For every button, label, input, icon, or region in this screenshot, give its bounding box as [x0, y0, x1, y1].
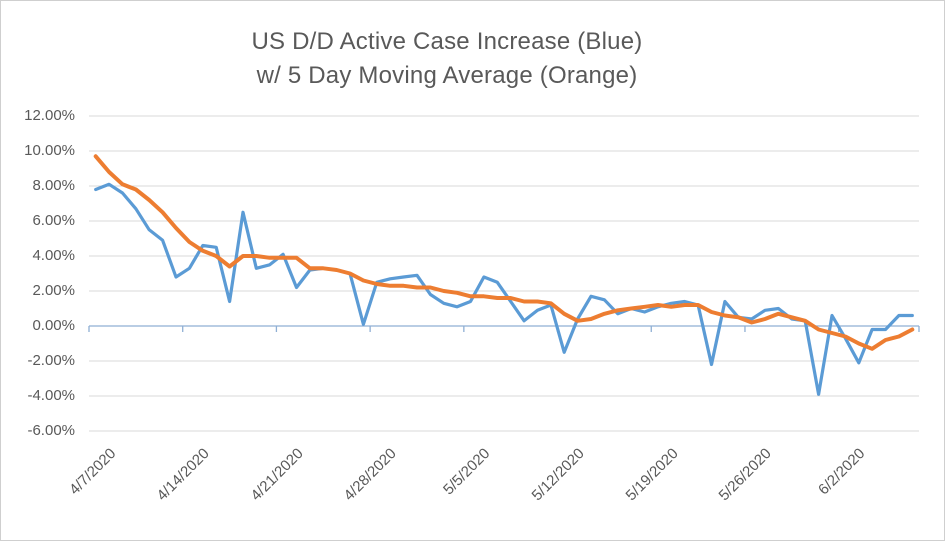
- chart-title-line1: US D/D Active Case Increase (Blue): [251, 28, 643, 55]
- y-axis-tick-label: 10.00%: [24, 142, 75, 159]
- y-axis-tick-label: 0.00%: [32, 317, 75, 334]
- y-axis-tick-label: -6.00%: [27, 422, 75, 439]
- y-axis-tick-label: 2.00%: [32, 282, 75, 299]
- moving-average-series-line: [93, 154, 915, 351]
- y-axis-tick-label: 6.00%: [32, 212, 75, 229]
- y-axis-tick-label: 4.00%: [32, 247, 75, 264]
- chart-title: US D/D Active Case Increase (Blue) w/ 5 …: [1, 25, 893, 93]
- y-axis-tick-label: 8.00%: [32, 177, 75, 194]
- active-case-series-line: [94, 182, 914, 396]
- chart-title-line2: w/ 5 Day Moving Average (Orange): [256, 62, 638, 89]
- y-axis-tick-label: -4.00%: [27, 387, 75, 404]
- y-axis-tick-label: 12.00%: [24, 107, 75, 124]
- y-axis-tick-label: -2.00%: [27, 352, 75, 369]
